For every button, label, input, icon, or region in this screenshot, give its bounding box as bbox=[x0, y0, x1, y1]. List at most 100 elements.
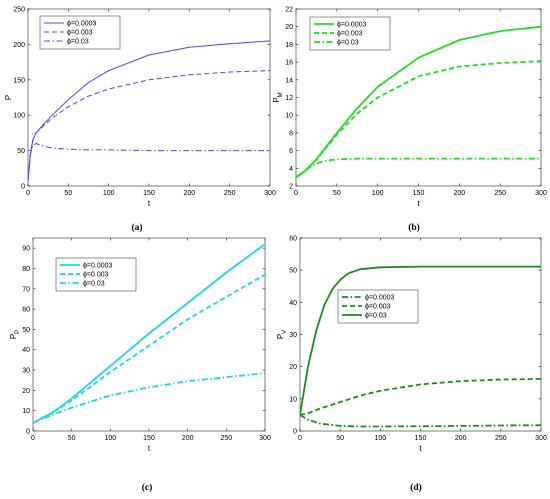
chart-d-y-tick-label: 30 bbox=[289, 332, 297, 339]
chart-d-legend-entry-1: ϕ=0.0003 bbox=[365, 295, 395, 302]
chart-d-y-axis-label-main: P bbox=[276, 334, 285, 339]
chart-d-series-line-3 bbox=[300, 265, 541, 416]
chart-d-y-tick-label: 20 bbox=[289, 364, 297, 371]
chart-b-y-tick-label: 8 bbox=[289, 130, 293, 137]
chart-c-y-tick-label: 20 bbox=[22, 388, 30, 395]
chart-a-y-axis-label: P bbox=[4, 95, 13, 100]
chart-a-x-axis-label: t bbox=[148, 199, 151, 208]
chart-c-y-tick-label: 30 bbox=[22, 368, 30, 375]
chart-c-y-tick-label: 50 bbox=[22, 327, 30, 334]
chart-b-x-tick-label: 250 bbox=[494, 190, 506, 197]
chart-d-legend-entry-3: ϕ=0.03 bbox=[365, 313, 387, 320]
chart-b-x-tick-label: 100 bbox=[372, 190, 384, 197]
chart-d-y-axis-label: PV bbox=[276, 330, 288, 339]
chart-c-y-tick-label: 80 bbox=[22, 266, 30, 273]
chart-c-series-line-2 bbox=[33, 273, 265, 424]
chart-c-y-tick-label: 10 bbox=[22, 408, 30, 415]
chart-c-y-tick-label: 0 bbox=[26, 429, 30, 436]
chart-a-series-line-2 bbox=[28, 70, 270, 182]
chart-d: 0 50 100 150 200 250 3000102030405060tPVϕ=0.00… bbox=[276, 236, 547, 494]
chart-c-x-tick-label: 0 bbox=[31, 435, 35, 442]
chart-c-panel-label: (c) bbox=[142, 482, 153, 493]
chart-a-y-tick-label: 250 bbox=[13, 7, 25, 14]
chart-d-x-tick-label: 200 bbox=[455, 435, 467, 442]
chart-a-x-tick-label: 300 bbox=[264, 190, 276, 197]
chart-d-y-tick-label: 60 bbox=[289, 236, 297, 243]
chart-a-y-tick-label: 50 bbox=[17, 148, 25, 155]
chart-d-legend-entry-2: ϕ=0.003 bbox=[365, 304, 391, 311]
chart-c-y-tick-label: 70 bbox=[22, 286, 30, 293]
chart-c-y-tick-label: 90 bbox=[22, 246, 30, 253]
chart-c-x-tick-label: 300 bbox=[259, 435, 271, 442]
chart-b-panel-label: (b) bbox=[408, 222, 420, 233]
chart-b-x-tick-label: 150 bbox=[413, 190, 425, 197]
chart-a-x-tick-label: 200 bbox=[183, 190, 195, 197]
chart-d-y-tick-label: 50 bbox=[289, 268, 297, 275]
chart-c-legend: ϕ=0.0003 ϕ=0.003 ϕ=0.03 bbox=[55, 257, 137, 292]
chart-b-y-tick-label: 2 bbox=[289, 184, 293, 191]
chart-b-legend-entry-2: ϕ=0.003 bbox=[337, 31, 363, 38]
chart-c-x-tick-label: 150 bbox=[143, 435, 155, 442]
chart-d-x-tick-label: 50 bbox=[336, 435, 344, 442]
chart-a-y-tick-label: 0 bbox=[21, 184, 25, 191]
chart-c-x-tick-label: 250 bbox=[220, 435, 232, 442]
chart-b-x-axis-label: t bbox=[417, 199, 420, 208]
chart-c-x-tick-label: 200 bbox=[182, 435, 194, 442]
chart-b-series-line-2 bbox=[296, 60, 541, 178]
chart-c-series-line-3 bbox=[33, 372, 265, 424]
chart-b-y-tick-label: 16 bbox=[285, 60, 293, 67]
chart-c: 0 50 100 150 200 250 300 0 10 20 30 40 50 60 70 80 90 t PP… bbox=[9, 237, 271, 493]
chart-d-x-tick-label: 300 bbox=[535, 435, 547, 442]
chart-a-series-line-3 bbox=[28, 143, 270, 182]
chart-a-legend-entry-1: ϕ=0.0003 bbox=[67, 21, 97, 28]
chart-b-x-tick-label: 50 bbox=[333, 190, 341, 197]
chart-b-y-tick-label: 18 bbox=[285, 42, 293, 49]
chart-a-y-tick-label: 100 bbox=[13, 113, 25, 120]
chart-c-x-axis-label: t bbox=[148, 444, 151, 453]
chart-c-series-line-1 bbox=[33, 243, 265, 424]
chart-d-legend: ϕ=0.0003 ϕ=0.003 ϕ=0.03 bbox=[337, 289, 419, 324]
chart-b-legend-entry-3: ϕ=0.03 bbox=[337, 40, 359, 47]
chart-c-legend-entry-3: ϕ=0.03 bbox=[83, 281, 105, 288]
chart-c-legend-entry-1: ϕ=0.0003 bbox=[83, 263, 113, 270]
chart-b-x-tick-label: 0 bbox=[294, 190, 298, 197]
chart-b-legend-entry-1: ϕ=0.0003 bbox=[337, 22, 367, 29]
chart-d-x-axis-label: t bbox=[419, 444, 422, 453]
chart-d-y-tick-label: 10 bbox=[289, 396, 297, 403]
chart-c-y-tick-label: 60 bbox=[22, 307, 30, 314]
chart-b-y-tick-label: 4 bbox=[289, 166, 293, 173]
chart-b-y-tick-label: 12 bbox=[285, 95, 293, 102]
chart-a-y-tick-label: 150 bbox=[13, 77, 25, 84]
chart-a-x-tick-label: 100 bbox=[103, 190, 115, 197]
chart-b-y-axis-label: PM bbox=[272, 92, 284, 102]
chart-c-legend-entry-2: ϕ=0.003 bbox=[83, 272, 109, 279]
chart-d-x-tick-label: 100 bbox=[374, 435, 386, 442]
chart-c-x-tick-label: 100 bbox=[104, 435, 116, 442]
chart-a-legend: ϕ=0.0003 ϕ=0.003 ϕ=0.03 bbox=[39, 15, 121, 50]
chart-d-series-line-2 bbox=[300, 378, 541, 416]
chart-b-y-tick-label: 20 bbox=[285, 24, 293, 31]
chart-a-x-tick-label: 150 bbox=[143, 190, 155, 197]
chart-b-y-tick-label: 22 bbox=[285, 7, 293, 14]
chart-d-y-axis-label-sub: V bbox=[282, 330, 288, 334]
chart-c-y-axis-label: PP bbox=[9, 330, 21, 339]
chart-a-x-tick-label: 250 bbox=[224, 190, 236, 197]
chart-d-x-tick-label: 150 bbox=[415, 435, 427, 442]
chart-d-panel-label: (d) bbox=[410, 482, 422, 493]
chart-d-x-tick-label: 250 bbox=[495, 435, 507, 442]
chart-d-y-tick-label: 40 bbox=[289, 300, 297, 307]
chart-c-y-axis-label-sub: P bbox=[15, 330, 21, 334]
chart-b-y-axis-label-sub: M bbox=[278, 92, 284, 97]
chart-b-y-tick-label: 6 bbox=[289, 148, 293, 155]
chart-b-x-tick-label: 200 bbox=[453, 190, 465, 197]
chart-b-x-tick-label: 300 bbox=[535, 190, 547, 197]
chart-a-panel-label: (a) bbox=[131, 222, 142, 233]
chart-d-series-line-1 bbox=[300, 414, 541, 428]
chart-a-legend-entry-3: ϕ=0.03 bbox=[67, 39, 89, 46]
chart-a-x-tick-label: 0 bbox=[26, 190, 30, 197]
chart-c-x-tick-label: 50 bbox=[68, 435, 76, 442]
chart-b-y-tick-label: 14 bbox=[285, 77, 293, 84]
chart-b: 0 50 100 150 200 250 300246810121416182022tPMϕ… bbox=[272, 7, 547, 234]
chart-b-series-line-3 bbox=[296, 157, 541, 178]
chart-a-y-tick-label: 200 bbox=[13, 42, 25, 49]
